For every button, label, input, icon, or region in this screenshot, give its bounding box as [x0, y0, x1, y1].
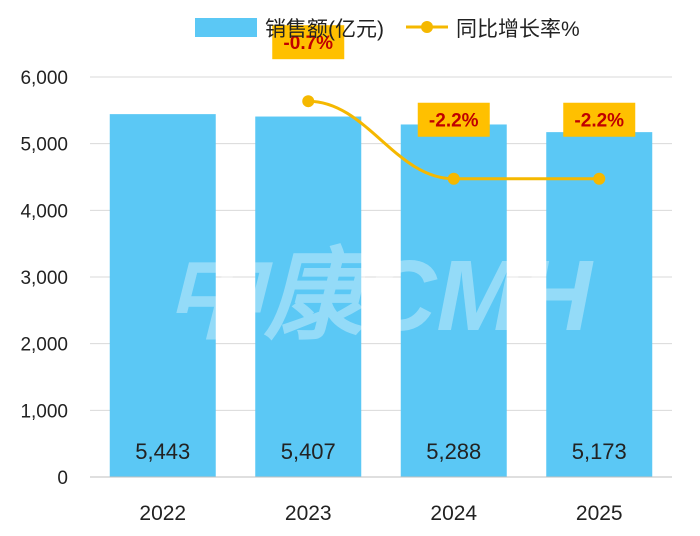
x-tick-label: 2023: [285, 502, 332, 525]
legend-label-growth: 同比增长率%: [456, 18, 580, 41]
growth-point: [447, 172, 460, 185]
bar-value-label: 5,173: [572, 439, 627, 464]
growth-value-label: -2.2%: [429, 111, 479, 132]
y-tick-label: 6,000: [20, 68, 68, 89]
y-tick-label: 4,000: [20, 201, 68, 222]
legend-swatch-sales: [195, 18, 257, 37]
y-tick-label: 1,000: [20, 401, 68, 422]
growth-label-box: [272, 25, 345, 60]
growth-line-series: -0.7% -2.2% -2.2%: [272, 25, 636, 185]
growth-point: [593, 172, 606, 185]
y-axis-ticks: 0 1,000 2,000 3,000 4,000 5,000 6,000: [20, 68, 68, 489]
x-tick-label: 2025: [576, 502, 623, 525]
legend-marker-growth: [421, 21, 433, 33]
y-tick-label: 5,000: [20, 135, 68, 156]
bar-2025: [546, 132, 653, 477]
legend: 销售额(亿元) 同比增长率%: [195, 18, 580, 41]
growth-label-box: [563, 102, 636, 137]
y-tick-label: 0: [57, 468, 68, 489]
bar-value-label: 5,407: [281, 439, 336, 464]
bar-value-label: 5,443: [135, 439, 190, 464]
legend-label-sales: 销售额(亿元): [265, 18, 384, 41]
bar-2023: [255, 116, 362, 478]
bars: [109, 114, 653, 478]
bar-value-labels: 5,443 5,407 5,288 5,173: [135, 439, 627, 464]
growth-value-label: -2.2%: [574, 111, 624, 132]
watermark: 中康CMH: [164, 240, 594, 352]
bar-value-label: 5,288: [426, 439, 481, 464]
x-tick-label: 2024: [430, 502, 477, 525]
x-tick-label: 2022: [139, 502, 186, 525]
x-axis-ticks: 2022 2023 2024 2025: [139, 502, 622, 525]
y-tick-label: 3,000: [20, 268, 68, 289]
y-tick-label: 2,000: [20, 335, 68, 356]
bar-2022: [109, 114, 216, 477]
growth-value-label: -0.7%: [283, 33, 333, 54]
growth-label-box: [417, 102, 490, 137]
growth-point: [302, 95, 315, 108]
